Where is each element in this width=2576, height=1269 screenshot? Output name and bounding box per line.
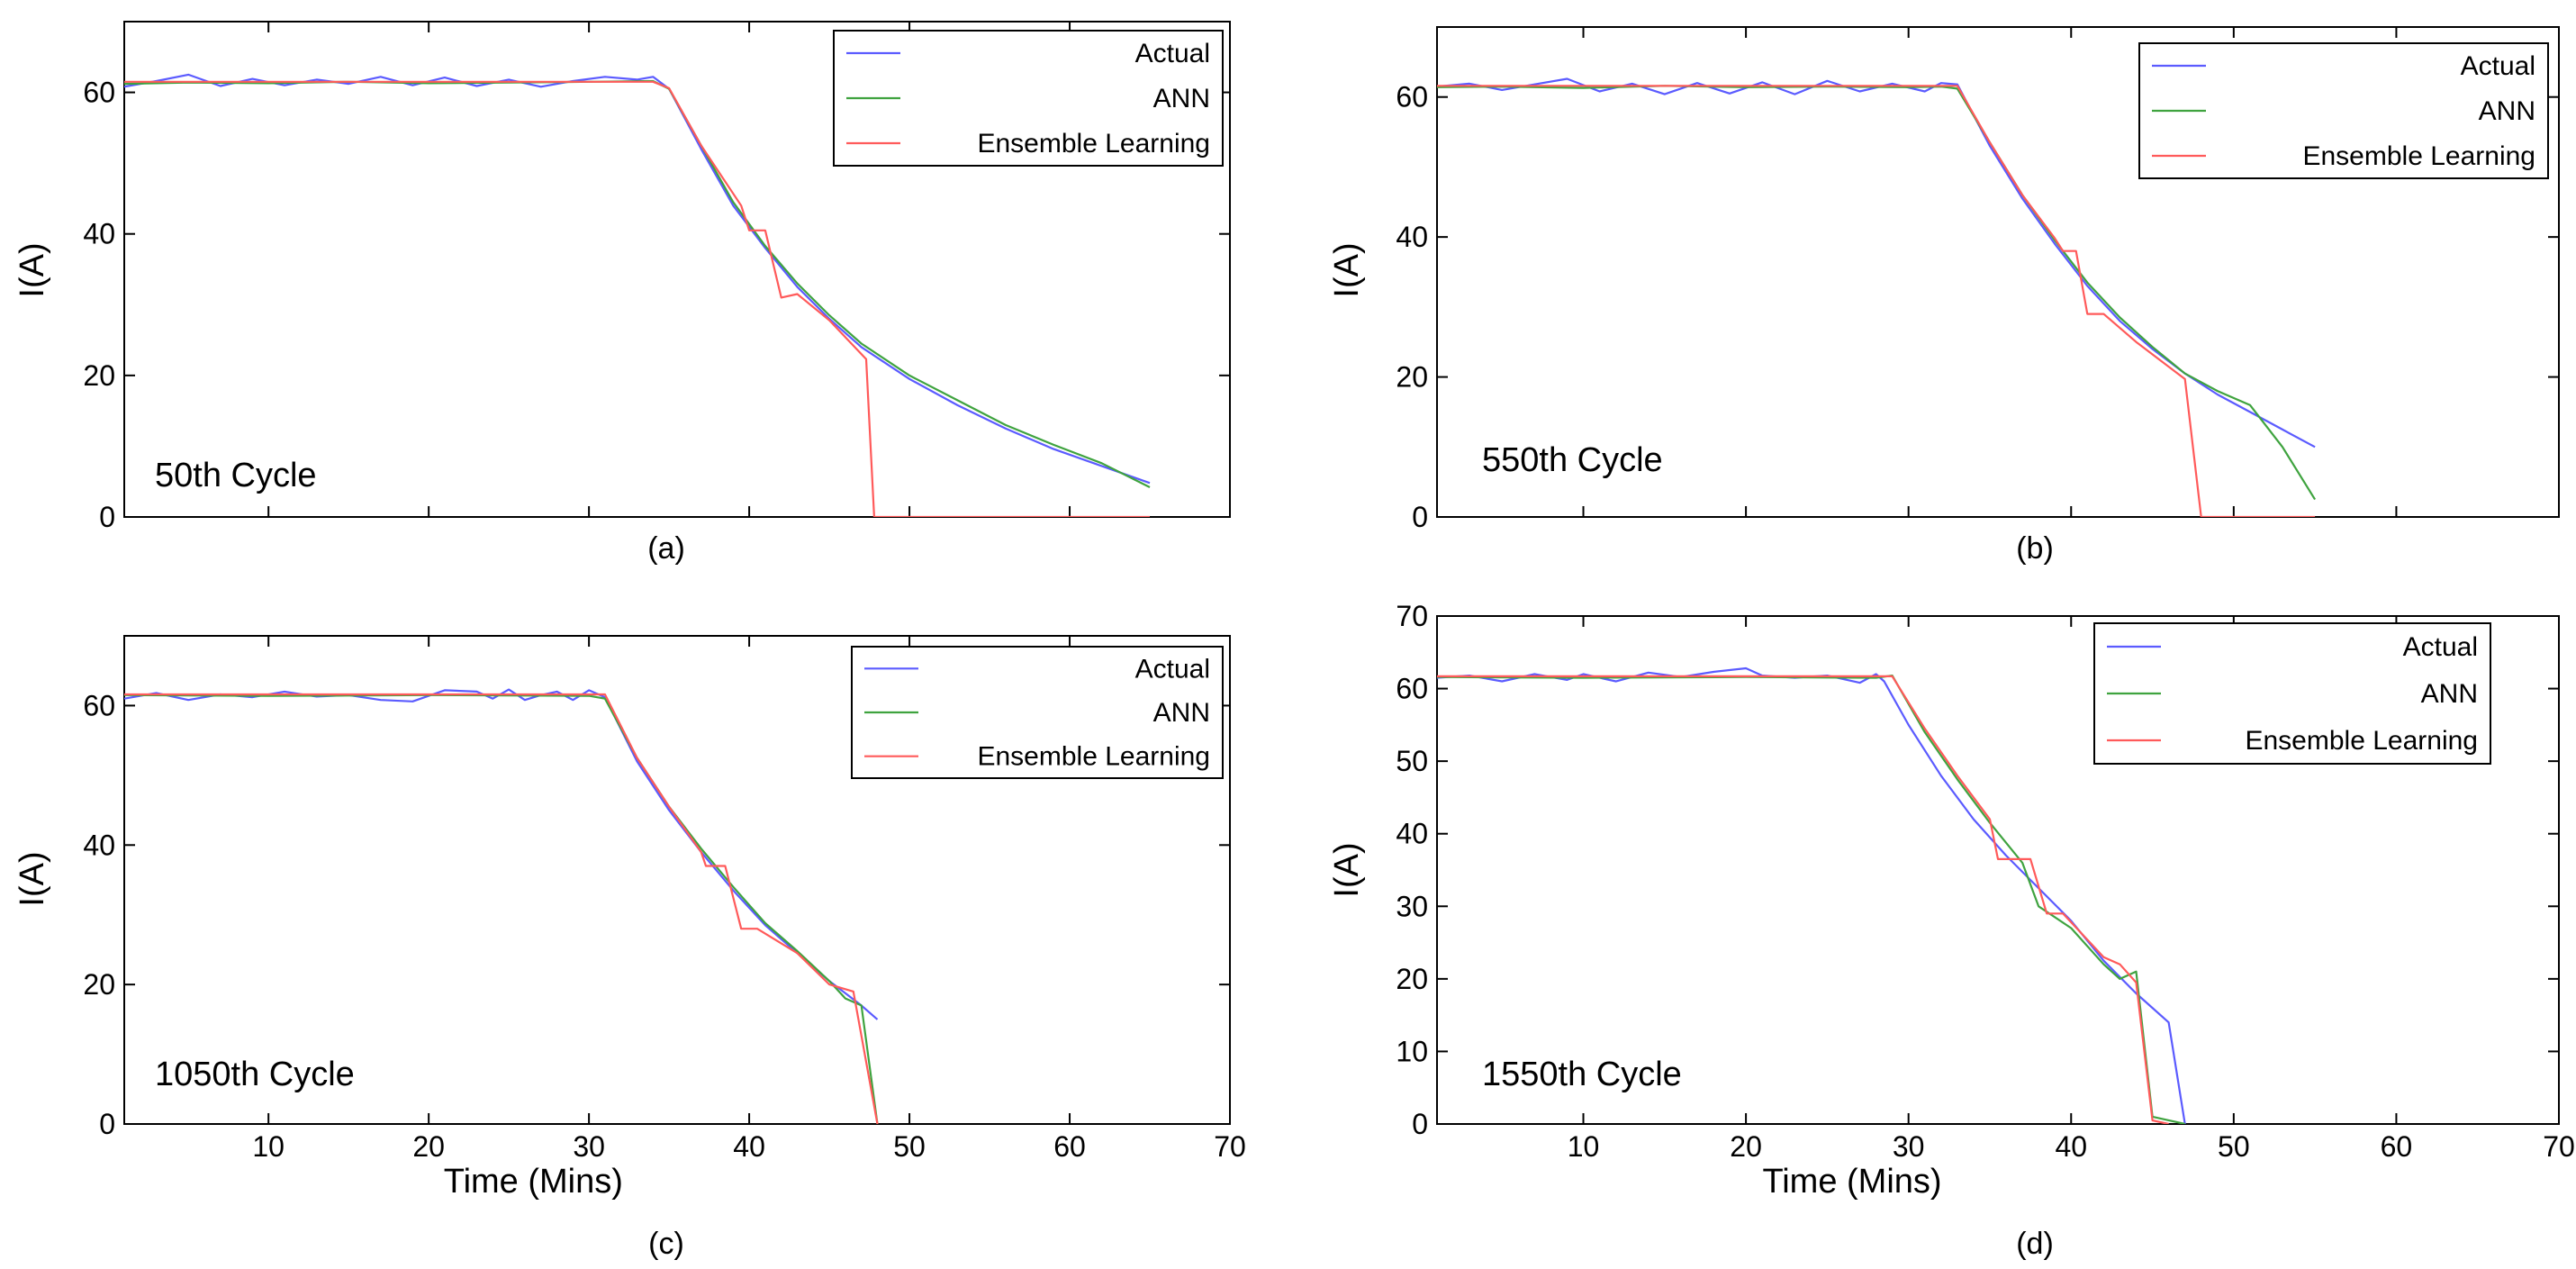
x-tick-label: 40	[2055, 1130, 2087, 1163]
figure: 0 20 40 60 I(A) (a) 50th Cycle Actual ANN Ensembl…	[0, 0, 2576, 1269]
x-tick-label: 60	[1053, 1130, 1086, 1163]
legend-entry: Actual	[2403, 632, 2478, 662]
y-tick-label: 40	[83, 829, 115, 861]
y-tick-label: 10	[1396, 1035, 1428, 1067]
legend-entry: Actual	[1135, 39, 1210, 68]
x-tick-label: 50	[893, 1130, 926, 1163]
y-axis-label: I(A)	[14, 851, 51, 906]
y-tick-label: 0	[1412, 501, 1428, 533]
x-tick-label: 60	[2381, 1130, 2413, 1163]
legend: Actual ANN Ensemble Learning	[2094, 623, 2490, 764]
y-axis-label: I(A)	[14, 242, 51, 297]
y-tick-label: 20	[83, 968, 115, 1001]
x-tick-label: 70	[1214, 1130, 1246, 1163]
panel-label: (a)	[647, 531, 685, 566]
x-tick-label: 30	[573, 1130, 605, 1163]
y-tick-label: 70	[1396, 600, 1428, 632]
legend: Actual ANN Ensemble Learning	[852, 647, 1223, 778]
cycle-annotation: 50th Cycle	[155, 457, 317, 494]
legend-entry: ANN	[1153, 698, 1210, 728]
panel-label: (c)	[648, 1227, 684, 1261]
legend-entry: Ensemble Learning	[977, 742, 1210, 772]
y-tick-label: 20	[83, 359, 115, 392]
cycle-annotation: 550th Cycle	[1482, 441, 1663, 479]
y-tick-label: 0	[99, 1108, 115, 1140]
legend: Actual ANN Ensemble Learning	[2139, 43, 2548, 178]
x-tick-label: 10	[252, 1130, 285, 1163]
x-tick-label: 50	[2218, 1130, 2250, 1163]
x-axis-label: Time (Mins)	[1762, 1163, 1941, 1201]
cycle-annotation: 1050th Cycle	[155, 1056, 355, 1093]
legend-entry: ANN	[2479, 96, 2535, 126]
legend-entry: Ensemble Learning	[2245, 726, 2478, 756]
cycle-annotation: 1550th Cycle	[1482, 1056, 1682, 1093]
legend-entry: Ensemble Learning	[977, 129, 1210, 159]
legend-entry: Actual	[2461, 51, 2535, 81]
x-tick-label: 20	[412, 1130, 445, 1163]
legend-entry: ANN	[2421, 679, 2478, 709]
y-tick-label: 60	[1396, 81, 1428, 113]
y-tick-label: 40	[83, 218, 115, 250]
y-tick-label: 0	[99, 501, 115, 533]
y-tick-label: 40	[1396, 818, 1428, 850]
x-tick-label: 30	[1893, 1130, 1925, 1163]
x-tick-label: 10	[1568, 1130, 1600, 1163]
y-tick-label: 60	[83, 689, 115, 721]
x-tick-label: 40	[733, 1130, 765, 1163]
legend-entry: Actual	[1135, 654, 1210, 684]
y-tick-label: 0	[1412, 1108, 1428, 1140]
legend-entry: ANN	[1153, 84, 1210, 113]
y-tick-label: 30	[1396, 890, 1428, 922]
legend: Actual ANN Ensemble Learning	[834, 31, 1223, 166]
y-tick-label: 60	[83, 77, 115, 109]
x-tick-label: 70	[2543, 1130, 2575, 1163]
y-tick-label: 50	[1396, 745, 1428, 777]
y-tick-label: 20	[1396, 963, 1428, 995]
legend-entry: Ensemble Learning	[2302, 141, 2535, 171]
panel-label: (d)	[2016, 1227, 2054, 1261]
x-axis-label: Time (Mins)	[444, 1163, 623, 1201]
x-tick-label: 20	[1730, 1130, 1762, 1163]
y-axis-label: I(A)	[1328, 242, 1366, 297]
y-tick-label: 40	[1396, 221, 1428, 253]
y-axis-label: I(A)	[1328, 842, 1366, 897]
y-tick-label: 60	[1396, 673, 1428, 705]
y-tick-label: 20	[1396, 361, 1428, 394]
panel-label: (b)	[2016, 531, 2054, 566]
